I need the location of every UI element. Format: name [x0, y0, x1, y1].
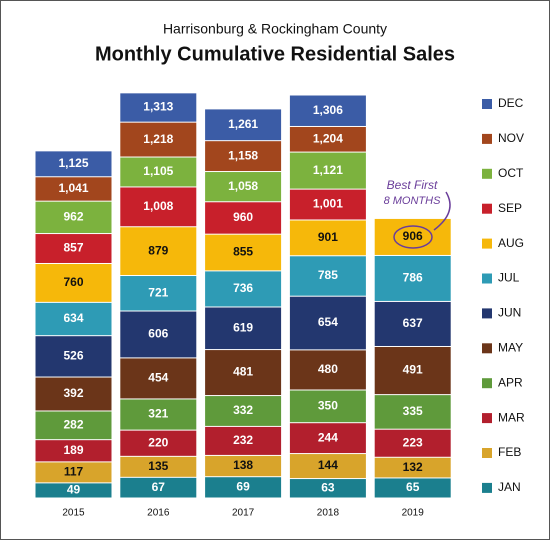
- data-label: 223: [403, 435, 423, 449]
- data-label: 960: [233, 210, 253, 224]
- data-label: 634: [63, 311, 83, 325]
- data-label: 654: [318, 315, 338, 329]
- x-tick-label: 2019: [402, 508, 425, 519]
- data-label: 1,158: [228, 148, 258, 162]
- legend-label: JAN: [498, 480, 521, 494]
- data-label: 1,001: [313, 197, 343, 211]
- legend-label: FEB: [498, 445, 521, 459]
- legend-swatch: [482, 203, 492, 214]
- bar: [119, 476, 198, 499]
- x-tick-label: 2015: [62, 508, 85, 519]
- data-label: 901: [318, 230, 338, 244]
- data-label: 760: [63, 275, 83, 289]
- data-label: 785: [318, 268, 338, 282]
- legend-swatch: [482, 343, 492, 354]
- data-label: 480: [318, 362, 338, 376]
- highlight-circle: [393, 225, 433, 249]
- data-label: 855: [233, 245, 253, 259]
- data-label: 63: [321, 480, 335, 494]
- legend-label: OCT: [498, 166, 524, 180]
- data-label: 117: [64, 465, 84, 479]
- legend-label: NOV: [498, 131, 524, 145]
- legend-swatch: [482, 168, 492, 179]
- legend-swatch: [482, 482, 492, 493]
- legend-label: DEC: [498, 96, 524, 110]
- data-label: 244: [318, 430, 338, 444]
- data-label: 132: [403, 460, 423, 474]
- data-label: 232: [233, 433, 253, 447]
- data-label: 637: [403, 316, 423, 330]
- data-label: 350: [318, 399, 338, 413]
- bar: [288, 478, 367, 499]
- data-label: 526: [63, 349, 83, 363]
- x-tick-label: 2016: [147, 508, 170, 519]
- data-label: 189: [63, 443, 83, 457]
- data-label: 321: [148, 407, 168, 421]
- data-label: 69: [236, 480, 250, 494]
- data-label: 606: [148, 327, 168, 341]
- x-tick-label: 2017: [232, 508, 255, 519]
- bar: [204, 476, 283, 499]
- data-label: 332: [233, 403, 253, 417]
- data-label: 392: [63, 386, 83, 400]
- data-label: 619: [233, 320, 253, 334]
- data-label: 1,313: [143, 100, 173, 114]
- bar: [34, 482, 113, 499]
- data-label: 1,105: [143, 164, 173, 178]
- data-label: 454: [148, 371, 168, 385]
- chart-subtitle: Harrisonburg & Rockingham County: [163, 21, 387, 37]
- legend-label: AUG: [498, 236, 524, 250]
- legend-swatch: [482, 378, 492, 389]
- data-label: 220: [148, 435, 168, 449]
- legend-swatch: [482, 273, 492, 284]
- data-label: 67: [152, 480, 166, 494]
- data-label: 786: [403, 271, 423, 285]
- bar: [373, 477, 452, 499]
- legend-swatch: [482, 413, 492, 424]
- data-label: 335: [403, 404, 423, 418]
- data-label: 491: [403, 363, 423, 377]
- legend-label: JUL: [498, 271, 520, 285]
- data-label: 1,008: [143, 199, 173, 213]
- data-label: 962: [63, 210, 83, 224]
- data-label: 1,125: [58, 156, 88, 170]
- data-label: 282: [63, 418, 83, 432]
- data-label: 906: [403, 229, 423, 243]
- data-label: 481: [233, 365, 253, 379]
- data-label: 1,306: [313, 103, 343, 117]
- data-label: 1,058: [228, 179, 258, 193]
- data-label: 1,121: [313, 163, 343, 177]
- annotation-arrow: [433, 191, 451, 231]
- data-label: 135: [148, 459, 168, 473]
- data-label: 857: [63, 241, 83, 255]
- data-label: 879: [148, 243, 168, 257]
- annotation: 8 MONTHS: [384, 195, 442, 207]
- data-label: 138: [233, 458, 253, 472]
- data-label: 65: [406, 480, 420, 494]
- chart-title: Monthly Cumulative Residential Sales: [95, 43, 455, 65]
- data-label: 1,261: [228, 117, 258, 131]
- data-label: 144: [318, 458, 338, 472]
- legend-swatch: [482, 99, 492, 109]
- data-label: 1,204: [313, 131, 343, 145]
- data-label: 1,041: [58, 181, 88, 195]
- legend-label: MAY: [498, 340, 523, 354]
- data-label: 49: [67, 483, 81, 497]
- plot: 49 117 189 282 392 526 634 760 857 962 1,041 1,125 6…: [34, 92, 452, 499]
- legend-label: MAR: [498, 410, 525, 424]
- legend-swatch: [482, 308, 492, 319]
- legend-swatch: [482, 448, 492, 458]
- x-tick-label: 2018: [317, 508, 340, 519]
- data-label: 736: [233, 281, 253, 295]
- legend-label: SEP: [498, 201, 522, 215]
- legend-label: APR: [498, 375, 523, 389]
- data-label: 721: [148, 285, 168, 299]
- legend-label: JUN: [498, 306, 521, 320]
- data-label: 1,218: [143, 132, 173, 146]
- legend-swatch: [482, 133, 492, 144]
- annotation: Best First: [387, 178, 438, 192]
- legend-swatch: [482, 238, 492, 249]
